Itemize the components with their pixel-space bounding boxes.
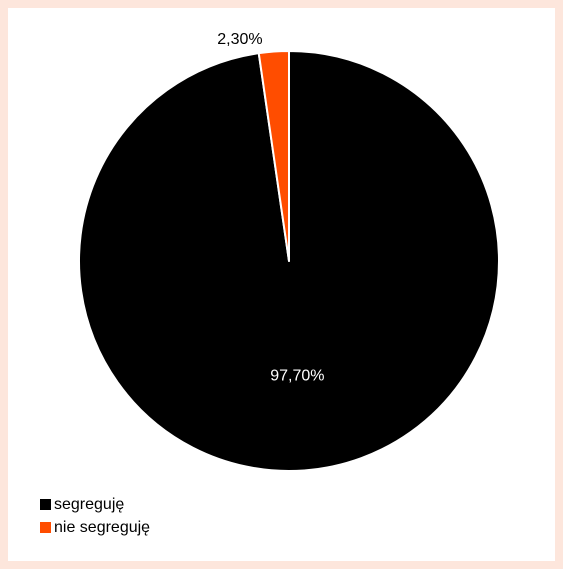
legend-item-segreguje: segreguję	[40, 493, 150, 516]
legend-swatch-nie-segreguje	[40, 522, 51, 533]
pie-data-label-1: 2,30%	[217, 31, 262, 48]
legend-item-nie-segreguje: nie segreguję	[40, 516, 150, 539]
legend-label-nie-segreguje: nie segreguję	[54, 519, 151, 536]
legend-label-segreguje: segreguję	[54, 496, 125, 513]
chart-frame: 97,70% 2,30% segreguję nie segreguję	[8, 8, 555, 561]
pie-slice-1	[257, 50, 290, 262]
legend-swatch-segreguje	[40, 499, 51, 510]
legend: segreguję nie segreguję	[40, 493, 150, 539]
pie-chart: 97,70% 2,30%	[78, 31, 500, 472]
pie-data-label-0: 97,70%	[270, 367, 324, 384]
